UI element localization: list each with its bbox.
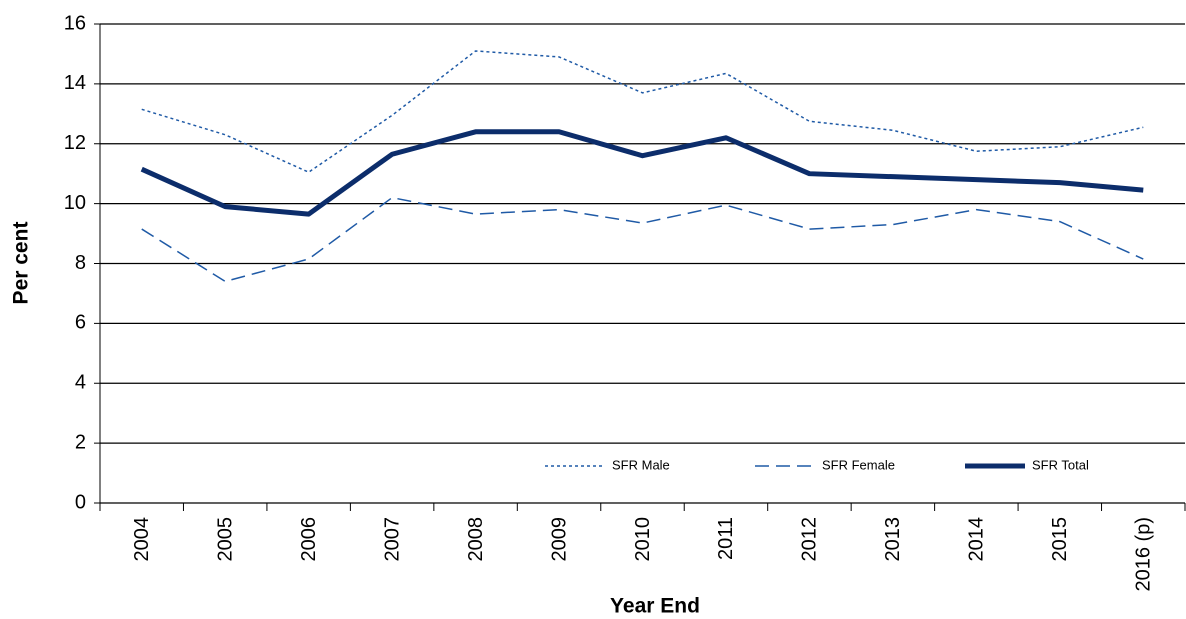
x-tick-label: 2011 (715, 517, 737, 560)
legend-label: SFR Total (1032, 457, 1089, 472)
x-tick-label: 2010 (632, 517, 654, 562)
y-tick-label: 6 (75, 312, 86, 334)
y-axis-title: Per cent (10, 222, 33, 305)
x-tick-label: 2006 (298, 517, 320, 562)
x-tick-label: 2016 (p) (1133, 517, 1155, 592)
y-tick-label: 10 (64, 192, 86, 214)
x-tick-label: 2008 (465, 517, 487, 562)
legend-label: SFR Male (612, 457, 670, 472)
y-tick-label: 4 (75, 372, 86, 394)
y-tick-label: 0 (75, 491, 86, 513)
x-axis-title: Year End (610, 595, 700, 618)
x-tick-label: 2004 (131, 517, 153, 562)
x-tick-label: 2013 (882, 517, 904, 562)
legend-label: SFR Female (822, 457, 895, 472)
y-tick-label: 16 (64, 12, 86, 34)
x-tick-label: 2015 (1049, 517, 1071, 562)
series-line (141, 50, 1144, 173)
y-tick-label: 14 (64, 72, 86, 94)
x-tick-label: 2012 (799, 517, 821, 562)
x-tick-label: 2005 (214, 517, 236, 562)
y-tick-label: 8 (75, 252, 86, 274)
y-tick-label: 12 (64, 132, 86, 154)
x-tick-label: 2009 (548, 517, 570, 562)
x-tick-label: 2007 (381, 517, 403, 562)
y-tick-label: 2 (75, 431, 86, 453)
series-line (140, 129, 1144, 217)
legend: SFR Male SFR Female SFR Total (545, 457, 1089, 472)
series-line (141, 196, 1144, 283)
x-tick-label: 2014 (966, 517, 988, 562)
